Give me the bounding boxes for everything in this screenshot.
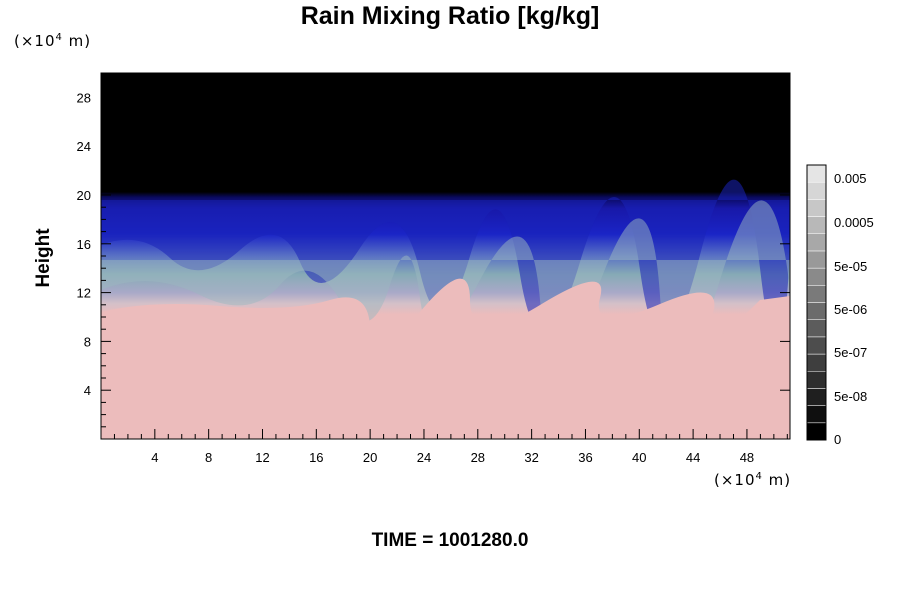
y-axis-unit: (×104 m)	[14, 32, 92, 50]
colorbar-label: 5e-07	[834, 345, 867, 360]
y-tick-label: 24	[77, 139, 91, 154]
colorbar-swatch	[806, 371, 827, 389]
colorbar-swatch	[806, 164, 827, 183]
colorbar-label: 0	[834, 432, 841, 447]
colorbar-swatch	[806, 199, 827, 217]
x-tick-label: 24	[417, 450, 431, 465]
colorbar-label: 5e-05	[834, 259, 867, 274]
colorbar-swatch	[806, 388, 827, 406]
colorbar-swatch	[806, 233, 827, 252]
x-tick-label: 32	[524, 450, 538, 465]
colorbar-swatch	[806, 422, 827, 441]
colorbar-swatch	[806, 250, 827, 269]
colorbar-swatch	[806, 353, 827, 372]
x-tick-label: 4	[151, 450, 158, 465]
colorbar-label: 5e-06	[834, 302, 867, 317]
x-tick-label: 12	[255, 450, 269, 465]
colorbar-swatch	[806, 181, 827, 200]
colorbar-label: 0.005	[834, 171, 867, 186]
x-tick-label: 44	[686, 450, 700, 465]
colorbar-swatch	[806, 336, 827, 355]
y-axis-label: Height	[33, 228, 54, 288]
x-tick-label: 16	[309, 450, 323, 465]
x-tick-label: 8	[205, 450, 212, 465]
colorbar-label: 0.0005	[834, 215, 874, 230]
colorbar: 0.005 0.0005 5e-05 5e-06 5e-07 5e-08 0	[806, 164, 874, 447]
chart-title: Rain Mixing Ratio [kg/kg]	[300, 2, 600, 30]
y-tick-label: 8	[84, 334, 91, 349]
turbulent-boundary-pink	[101, 278, 790, 439]
colorbar-swatch	[806, 405, 827, 424]
colorbar-swatch	[806, 267, 827, 286]
x-tick-label: 40	[632, 450, 646, 465]
x-axis: 4 8 12 16 20 24 28 32 36 40 44 48	[113, 73, 788, 465]
colorbar-label: 5e-08	[834, 389, 867, 404]
turbulent-boundary-teal	[101, 200, 790, 367]
colorbar-frame	[806, 164, 827, 441]
y-tick-label: 12	[77, 286, 91, 301]
y-tick-label: 16	[77, 237, 91, 252]
x-axis-unit: (×104 m)	[714, 471, 792, 489]
y-tick-label: 4	[84, 383, 91, 398]
x-tick-label: 28	[471, 450, 485, 465]
time-label: TIME = 1001280.0	[371, 530, 529, 551]
colorbar-swatch	[806, 216, 827, 234]
colorbar-swatch	[806, 319, 827, 338]
colorbar-swatch	[806, 302, 827, 320]
x-tick-label: 48	[740, 450, 754, 465]
y-tick-label: 28	[77, 90, 91, 105]
x-tick-label: 36	[578, 450, 592, 465]
x-tick-label: 20	[363, 450, 377, 465]
y-tick-label: 20	[77, 188, 91, 203]
y-axis: 4 8 12 16 20 24 28	[77, 84, 790, 428]
colorbar-swatch	[806, 285, 827, 303]
